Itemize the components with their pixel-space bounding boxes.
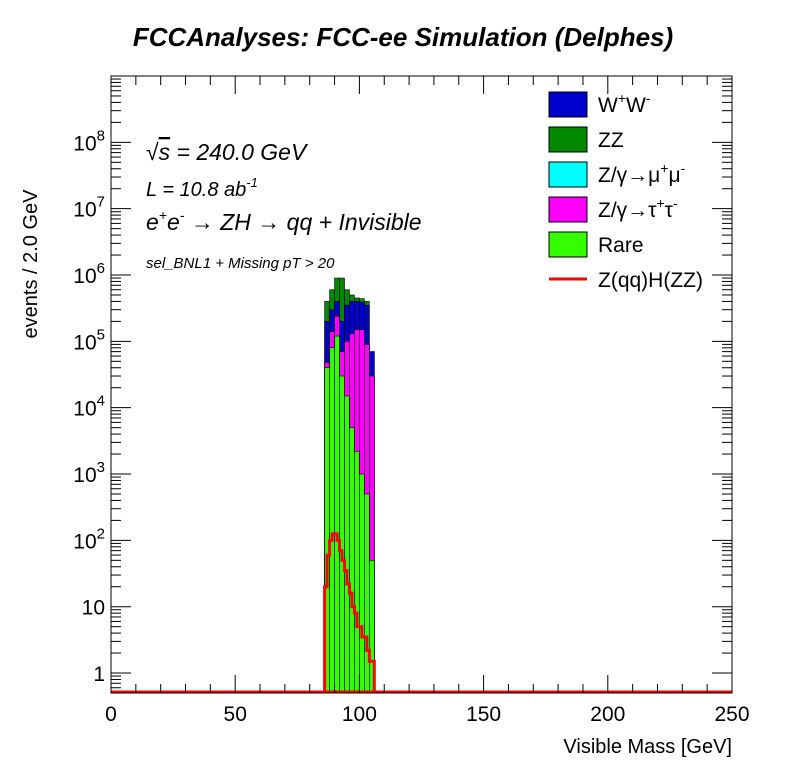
y-axis-label: events / 2.0 GeV	[20, 189, 42, 339]
legend-label-1: ZZ	[598, 129, 624, 152]
stacked-histogram	[324, 277, 375, 694]
legend-swatch-0	[548, 91, 588, 118]
y-tick-label-2: 102	[73, 525, 105, 553]
bar-rare-5	[349, 427, 355, 694]
bar-rare-6	[354, 451, 360, 694]
annotation-lumi: L = 10.8 ab-1	[146, 175, 258, 201]
bar-rare-1	[329, 347, 335, 694]
x-tick-label-0: 0	[105, 703, 117, 726]
energy-value: = 240.0 GeV	[170, 139, 309, 165]
y-tick-label-7: 107	[73, 194, 105, 222]
y-tick-label-4: 104	[73, 393, 105, 421]
svg-text:e+e- → ZH → qq + Invisible: e+e- → ZH → qq + Invisible	[146, 207, 422, 235]
x-tick-label-200: 200	[590, 703, 625, 726]
process-e2-sup: -	[180, 207, 185, 223]
legend-swatch-3	[548, 196, 588, 223]
signal-overlay	[111, 532, 732, 694]
sqrt-symbol: √	[146, 139, 159, 165]
plot-frame	[110, 75, 733, 694]
process-e1: e	[146, 209, 159, 235]
bar-rare-8	[364, 493, 370, 694]
y-tick-label-5: 105	[73, 326, 105, 354]
legend-swatch-4	[548, 231, 588, 258]
energy-s: s	[159, 139, 171, 165]
y-tick-label-6: 106	[73, 260, 105, 288]
plot-area	[111, 76, 732, 693]
axes-frame	[110, 75, 733, 694]
process-e1-sup: +	[159, 207, 167, 223]
chart-title: FCCAnalyses: FCC-ee Simulation (Delphes)	[133, 22, 673, 52]
process-e2: e	[167, 209, 180, 235]
bar-rare-3	[339, 375, 345, 694]
annotation-process: e+e- → ZH → qq + Invisible	[146, 207, 422, 235]
y-axis: 1 10 102 103 104 105 106 107 108	[73, 78, 732, 689]
x-axis-label: Visible Mass [GeV]	[563, 736, 732, 758]
legend: W+W- ZZ Z/γ→μ+μ- Z/γ→τ+τ- Rare Z(qq)H(ZZ)	[548, 90, 703, 292]
y-tick-label-0: 1	[93, 663, 105, 686]
x-axis: 0 50 100 150 200 250	[105, 76, 750, 726]
legend-label-3: Z/γ→τ+τ-	[598, 195, 678, 222]
bar-rare-7	[359, 473, 365, 694]
legend-swatch-1	[548, 126, 588, 153]
x-tick-label-150: 150	[466, 703, 501, 726]
annotation-selection: sel_BNL1 + Missing pT > 20	[146, 255, 335, 272]
x-tick-label-250: 250	[714, 703, 749, 726]
y-tick-label-8: 108	[73, 127, 105, 155]
legend-label-2: Z/γ→μ+μ-	[598, 160, 686, 187]
legend-label-4: Rare	[598, 234, 644, 257]
legend-label-0: W+W-	[598, 90, 651, 117]
process-rest: → ZH → qq + Invisible	[184, 209, 421, 235]
plot-background	[111, 76, 732, 693]
bar-rare-2	[334, 335, 340, 694]
x-tick-label-100: 100	[342, 703, 377, 726]
bar-rare-4	[344, 395, 350, 694]
lumi-exp: -1	[246, 175, 258, 190]
lumi-text: L = 10.8 ab	[146, 179, 246, 201]
y-tick-label-1: 10	[82, 597, 105, 620]
signal-step-line	[323, 532, 376, 693]
x-tick-label-50: 50	[224, 703, 247, 726]
annotation-energy: √s = 240.0 GeV	[146, 139, 309, 165]
svg-text:√s = 240.0 GeV: √s = 240.0 GeV	[146, 139, 309, 165]
y-tick-label-3: 103	[73, 459, 105, 487]
legend-swatch-2	[548, 161, 588, 188]
legend-label-5: Z(qq)H(ZZ)	[598, 269, 703, 292]
svg-text:L = 10.8 ab-1: L = 10.8 ab-1	[146, 175, 258, 201]
